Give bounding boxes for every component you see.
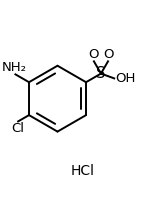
Text: S: S	[96, 66, 106, 81]
Text: O: O	[103, 48, 113, 61]
Text: HCl: HCl	[71, 164, 95, 178]
Text: Cl: Cl	[12, 122, 25, 135]
Text: OH: OH	[115, 72, 135, 85]
Text: O: O	[89, 48, 99, 61]
Text: NH₂: NH₂	[2, 60, 27, 73]
